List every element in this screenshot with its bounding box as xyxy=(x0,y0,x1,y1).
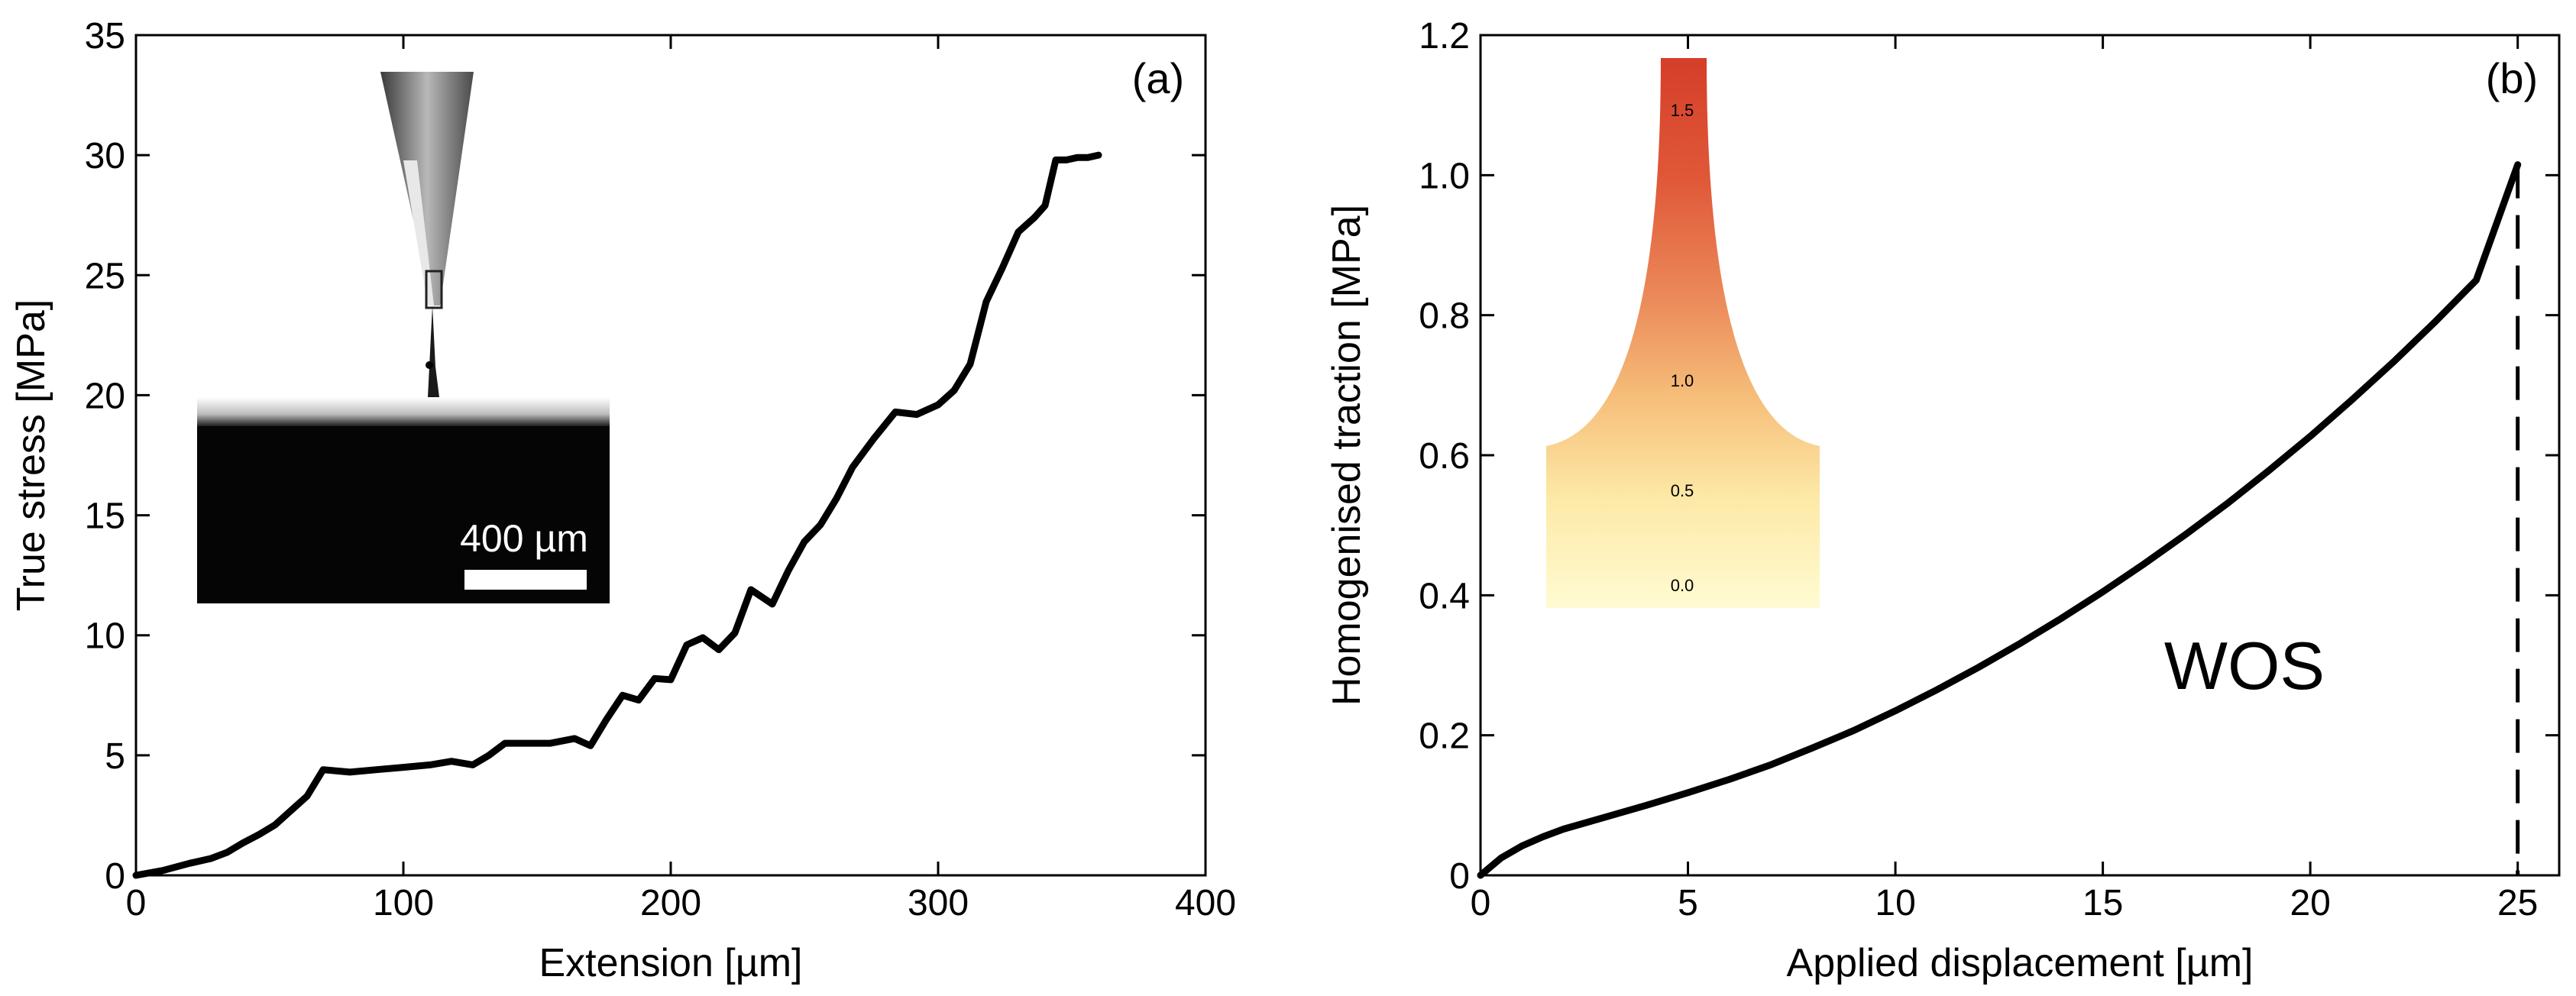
y-tick-label: 0.8 xyxy=(1419,296,1470,337)
x-tick-label: 0 xyxy=(126,883,147,923)
y-tick-label: 0.4 xyxy=(1419,576,1470,616)
x-axis-label-a: Extension [µm] xyxy=(539,941,803,985)
y-tick-label: 10 xyxy=(85,616,125,657)
y-axis-label-a: True stress [MPa] xyxy=(9,299,53,611)
panel-label-b: (b) xyxy=(2486,54,2538,102)
x-axis-label-b: Applied displacement [µm] xyxy=(1787,941,2254,985)
contour-label-3: 0.5 xyxy=(1671,481,1694,500)
scale-bar-label: 400 µm xyxy=(460,517,588,560)
x-tick-label: 25 xyxy=(2497,883,2538,923)
tick-labels-b: 0 5 10 15 20 25 0 0.2 0.4 0.6 0.8 1.0 1.2 xyxy=(1419,16,2538,923)
scale-bar xyxy=(464,570,587,590)
y-tick-label: 25 xyxy=(85,256,125,296)
substrate-edge xyxy=(197,397,610,428)
micrograph-inset: 400 µm xyxy=(197,72,610,603)
contour-label-2: 1.0 xyxy=(1671,371,1694,390)
ticks-b xyxy=(1479,34,2559,877)
y-tick-label: 15 xyxy=(85,496,125,537)
y-tick-label: 30 xyxy=(85,136,125,176)
contour-inset: 1.5 1.0 0.5 0.0 xyxy=(1546,58,1820,608)
x-tick-label: 20 xyxy=(2290,883,2330,923)
panel-b: 1.5 1.0 0.5 0.0 0 5 10 15 20 25 0 0.2 0.4 0.6 0.8 1… xyxy=(1325,16,2561,985)
y-tick-label: 35 xyxy=(85,16,125,57)
x-tick-label: 400 xyxy=(1175,883,1236,923)
y-tick-label: 20 xyxy=(85,376,125,416)
y-tick-label: 0 xyxy=(105,856,125,897)
panel-a: 400 µm 0 100 200 300 400 0 5 10 15 20 25 30 35 (a) E… xyxy=(9,16,1236,985)
needle-highlight xyxy=(403,160,434,306)
contour-label-1: 1.5 xyxy=(1671,101,1694,120)
y-tick-label: 0.2 xyxy=(1419,716,1470,757)
fibre-bead xyxy=(426,361,433,369)
x-tick-label: 200 xyxy=(640,883,701,923)
contour-map xyxy=(1546,58,1820,608)
fibre xyxy=(380,306,489,439)
wos-annotation: WOS xyxy=(2164,628,2325,703)
x-tick-label: 10 xyxy=(1875,883,1915,923)
panel-label-a: (a) xyxy=(1132,54,1184,102)
needle-tip xyxy=(425,270,443,309)
contour-label-4: 0.0 xyxy=(1671,576,1694,595)
y-axis-label-b: Homogenised traction [MPa] xyxy=(1325,205,1369,706)
y-tick-label: 0.6 xyxy=(1419,436,1470,477)
needle xyxy=(380,72,474,306)
x-tick-label: 300 xyxy=(908,883,969,923)
y-tick-label: 1.0 xyxy=(1419,156,1470,196)
x-tick-label: 15 xyxy=(2082,883,2123,923)
series-line-a xyxy=(132,151,1102,879)
x-tick-label: 0 xyxy=(1471,883,1491,923)
tick-labels-a: 0 100 200 300 400 0 5 10 15 20 25 30 35 xyxy=(85,16,1236,923)
y-tick-label: 5 xyxy=(105,736,125,777)
y-tick-label: 0 xyxy=(1449,856,1470,897)
x-tick-label: 100 xyxy=(373,883,434,923)
y-tick-label: 1.2 xyxy=(1419,16,1470,57)
series-line-b xyxy=(1477,161,2522,879)
x-tick-label: 5 xyxy=(1678,883,1698,923)
